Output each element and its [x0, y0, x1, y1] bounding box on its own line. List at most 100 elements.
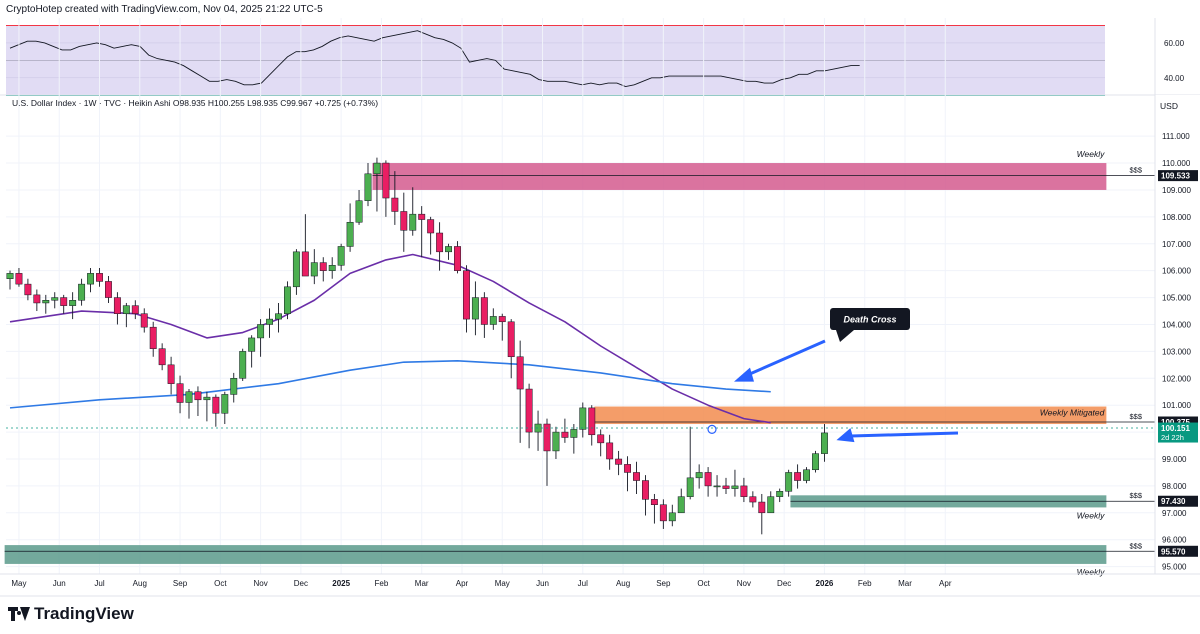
- candle-body: [588, 407, 596, 436]
- death-cross-callout: [830, 308, 910, 330]
- chart-credit: CryptoHotep created with TradingView.com…: [6, 4, 323, 15]
- candle-body: [15, 273, 23, 285]
- price-zone: [372, 163, 1107, 190]
- time-tick-label: Jul: [94, 579, 104, 588]
- moving-average-line: [9, 359, 771, 409]
- candle-body: [597, 434, 605, 444]
- candle-body: [221, 394, 229, 414]
- candle-body: [409, 213, 417, 231]
- candle-body: [668, 512, 676, 522]
- candle-body: [731, 485, 739, 489]
- wick-marker-circle: [707, 424, 717, 435]
- currency-label[interactable]: USD: [1160, 101, 1178, 111]
- candle-body: [78, 283, 86, 301]
- time-tick-label: Jun: [53, 579, 66, 588]
- candle-body: [149, 326, 157, 349]
- candle-body: [105, 281, 112, 298]
- price-tick-label: 102.000: [1162, 374, 1191, 383]
- candle-body: [570, 429, 578, 438]
- price-tick-label: 107.000: [1162, 240, 1191, 249]
- time-tick-label: Apr: [456, 579, 469, 588]
- rsi-tick-label: 40.00: [1164, 74, 1185, 83]
- candle-body: [167, 364, 175, 384]
- candle-body: [507, 321, 515, 358]
- candle-body: [642, 480, 649, 500]
- price-label-text: 97.430: [1161, 497, 1186, 506]
- time-tick-label: Sep: [656, 579, 671, 588]
- candle-body: [176, 383, 184, 403]
- price-tick-label: 105.000: [1162, 294, 1191, 303]
- candle-body: [758, 501, 766, 514]
- time-tick-label: May: [495, 579, 510, 588]
- time-tick-label: Oct: [214, 579, 227, 588]
- zone-price-tag: $$$: [1129, 412, 1142, 421]
- time-tick-label: Nov: [253, 579, 267, 588]
- candle-body: [87, 273, 94, 285]
- candle-body: [713, 485, 721, 488]
- zone-label: Weekly: [1077, 567, 1105, 577]
- time-tick-label: Sep: [173, 579, 188, 588]
- candle-body: [749, 496, 757, 503]
- candle-body: [454, 246, 461, 271]
- death-cross-pointer: [836, 330, 854, 342]
- candle-body: [266, 318, 274, 325]
- candle-body: [122, 305, 130, 314]
- price-tick-label: 104.000: [1162, 320, 1191, 329]
- price-tick-label: 108.000: [1162, 213, 1191, 222]
- candle-body: [185, 391, 193, 403]
- zone-price-tag: $$$: [1129, 166, 1142, 175]
- candle-body: [364, 173, 372, 201]
- candle-body: [463, 270, 470, 320]
- price-label-text: 109.533: [1161, 172, 1190, 181]
- time-tick-label: Dec: [777, 579, 791, 588]
- candle-body: [561, 431, 569, 438]
- candle-body: [543, 423, 551, 452]
- symbol-info: U.S. Dollar Index · 1W · TVC · Heikin As…: [12, 98, 379, 108]
- candle-body: [391, 197, 399, 212]
- candle-body: [471, 297, 479, 320]
- candle-body: [373, 162, 381, 175]
- candle-body: [677, 496, 685, 514]
- candle-body: [633, 472, 640, 481]
- candle-body: [606, 442, 614, 460]
- candle-body: [96, 273, 103, 282]
- candle-body: [740, 485, 748, 497]
- candle-body: [767, 496, 775, 514]
- candle-body: [722, 485, 730, 489]
- candle-body: [615, 458, 623, 465]
- candle-body: [24, 283, 32, 296]
- time-tick-label: Feb: [858, 579, 872, 588]
- price-label-box: [1158, 170, 1198, 182]
- price-tick-label: 106.000: [1162, 267, 1191, 276]
- candle-body: [686, 477, 694, 497]
- candle-body: [650, 499, 658, 505]
- candle-body: [131, 305, 139, 314]
- price-zone: [4, 545, 1107, 564]
- candle-body: [248, 337, 256, 352]
- candle-body: [427, 219, 435, 234]
- candle-body: [275, 313, 282, 320]
- zone-label: Weekly: [1077, 510, 1105, 520]
- moving-average-line: [9, 253, 771, 424]
- time-tick-label: Mar: [415, 579, 429, 588]
- candle-body: [436, 232, 444, 253]
- candle-body: [382, 162, 390, 199]
- price-tick-label: 109.000: [1162, 186, 1191, 195]
- zone-label: Weekly Mitigated: [1040, 408, 1105, 418]
- price-tick-label: 110.000: [1162, 159, 1191, 168]
- tradingview-logo: TradingView: [8, 604, 134, 624]
- candle-body: [212, 396, 220, 414]
- candle-body: [69, 300, 77, 306]
- candle-body: [776, 491, 784, 497]
- time-tick-label: Nov: [737, 579, 751, 588]
- price-label-countdown: 2d 22h: [1161, 433, 1184, 442]
- last-candle-arrow-shaft: [846, 431, 959, 438]
- price-tick-label: 95.000: [1162, 563, 1187, 572]
- time-tick-label: Aug: [616, 579, 630, 588]
- price-tick-label: 111.000: [1162, 132, 1190, 141]
- candle-body: [337, 246, 345, 266]
- price-zone: [594, 406, 1107, 425]
- candle-body: [319, 262, 327, 271]
- candle-body: [624, 464, 631, 473]
